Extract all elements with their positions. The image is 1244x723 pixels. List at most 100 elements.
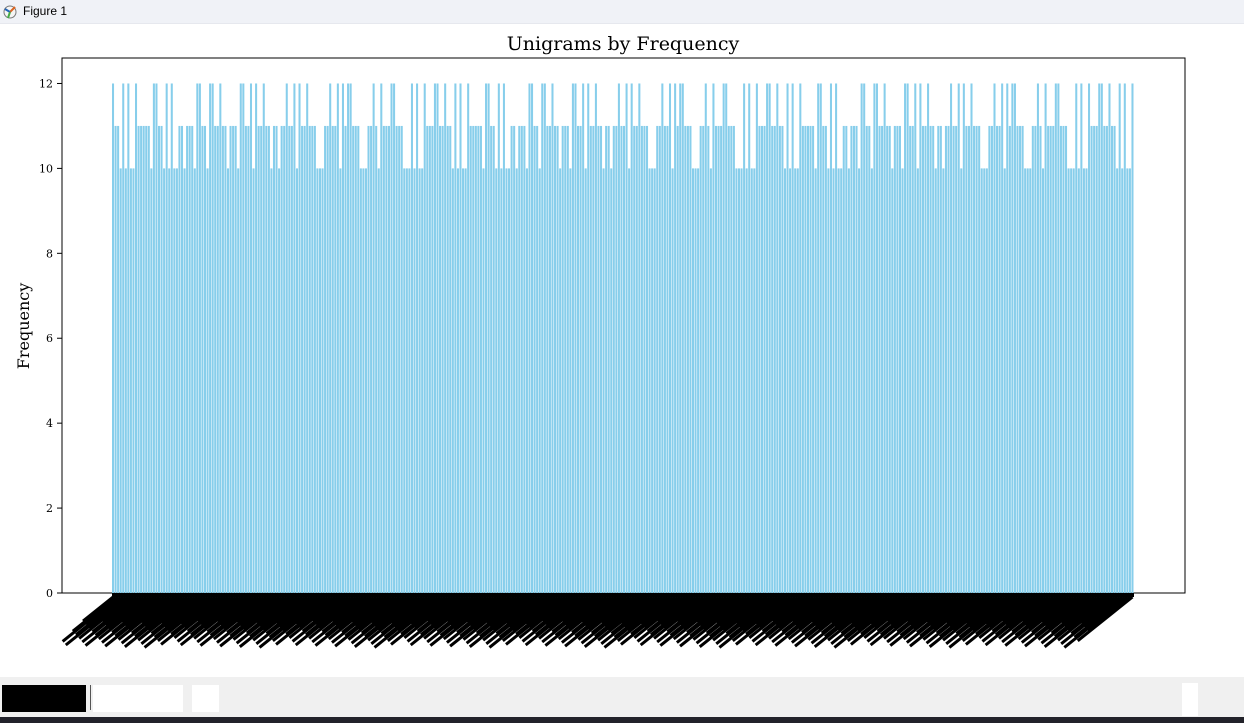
x-tick-label <box>627 595 671 632</box>
x-tick-label <box>160 595 196 625</box>
bar <box>1036 83 1039 594</box>
x-tick-label <box>203 595 245 630</box>
x-tick-label <box>571 595 618 634</box>
bar <box>967 125 970 593</box>
x-tick-label <box>594 595 646 638</box>
bar <box>234 125 237 593</box>
x-tick-label <box>616 595 674 642</box>
x-tick-label <box>239 595 278 627</box>
x-tick-label <box>353 595 419 648</box>
x-tick-label <box>926 595 960 624</box>
home-button[interactable] <box>2 685 86 712</box>
bar <box>840 168 843 593</box>
bar <box>183 168 186 593</box>
x-tick-label <box>114 595 166 638</box>
bar <box>643 125 646 593</box>
bar <box>1001 83 1004 594</box>
x-tick-label <box>820 595 868 635</box>
x-tick-label <box>268 595 321 639</box>
bar <box>638 83 641 594</box>
bar <box>1085 168 1088 593</box>
x-tick-label <box>955 595 1004 635</box>
bar <box>347 83 350 594</box>
bar <box>145 125 148 593</box>
x-tick-label <box>258 595 324 649</box>
save-button[interactable] <box>1182 683 1198 716</box>
x-tick-label <box>468 595 533 648</box>
bar <box>950 83 953 594</box>
x-tick-label <box>660 595 697 626</box>
bar <box>1026 168 1029 593</box>
x-tick-label <box>564 595 602 627</box>
bar <box>832 168 835 593</box>
bar <box>1113 125 1116 593</box>
x-tick-label <box>682 595 725 630</box>
x-tick-label <box>909 595 947 627</box>
bar <box>127 83 130 594</box>
bar <box>1082 168 1085 593</box>
x-tick-label <box>899 595 950 637</box>
bar <box>132 168 135 593</box>
x-tick-label <box>755 595 792 626</box>
bar <box>377 168 380 593</box>
bar <box>1095 125 1098 593</box>
bar <box>387 125 390 593</box>
bar <box>1105 125 1108 593</box>
x-tick-label <box>469 595 508 627</box>
pan-button[interactable] <box>93 685 183 712</box>
bar <box>380 83 383 594</box>
bar <box>896 125 899 593</box>
bar <box>367 125 370 593</box>
x-tick-label <box>774 595 838 647</box>
bar <box>773 125 776 593</box>
bar <box>140 125 143 593</box>
x-tick-label <box>695 595 756 645</box>
x-tick-label <box>583 595 648 648</box>
bar <box>211 83 214 594</box>
bar <box>704 83 707 594</box>
bar <box>311 125 314 593</box>
x-tick-label <box>708 595 761 638</box>
bar <box>206 168 209 593</box>
x-tick-label <box>108 595 150 630</box>
x-tick-label <box>994 595 1044 636</box>
zoom-button[interactable] <box>192 685 219 712</box>
x-tick-label <box>308 595 362 640</box>
bar <box>518 125 521 593</box>
x-tick-label <box>156 595 214 642</box>
bar <box>1093 125 1096 593</box>
bar <box>398 125 401 593</box>
x-tick-label <box>1043 595 1108 648</box>
bar <box>510 125 513 593</box>
bar <box>594 83 597 594</box>
bar <box>439 125 442 593</box>
bar <box>768 83 771 594</box>
bar <box>551 83 554 594</box>
bar <box>1057 83 1060 594</box>
x-tick-label <box>961 595 1019 642</box>
x-tick-label <box>84 595 148 647</box>
bar <box>878 125 881 593</box>
bar <box>165 83 168 594</box>
bar <box>996 125 999 593</box>
bar <box>753 168 756 593</box>
bar <box>758 125 761 593</box>
x-tick-label <box>863 595 917 639</box>
bar <box>270 168 273 593</box>
bar <box>942 168 945 593</box>
y-tick-label: 8 <box>46 247 53 260</box>
bar <box>947 125 950 593</box>
bar <box>170 83 173 594</box>
x-tick-label <box>1004 595 1067 647</box>
bar <box>459 83 462 594</box>
bar <box>955 125 958 593</box>
bar <box>400 125 403 593</box>
bar <box>881 125 884 593</box>
x-tick-label <box>653 595 707 640</box>
bar <box>513 125 516 593</box>
x-tick-label <box>288 595 342 639</box>
x-tick-label <box>672 595 728 641</box>
bar <box>175 168 178 593</box>
bar <box>329 83 332 594</box>
x-tick-label <box>252 595 309 642</box>
